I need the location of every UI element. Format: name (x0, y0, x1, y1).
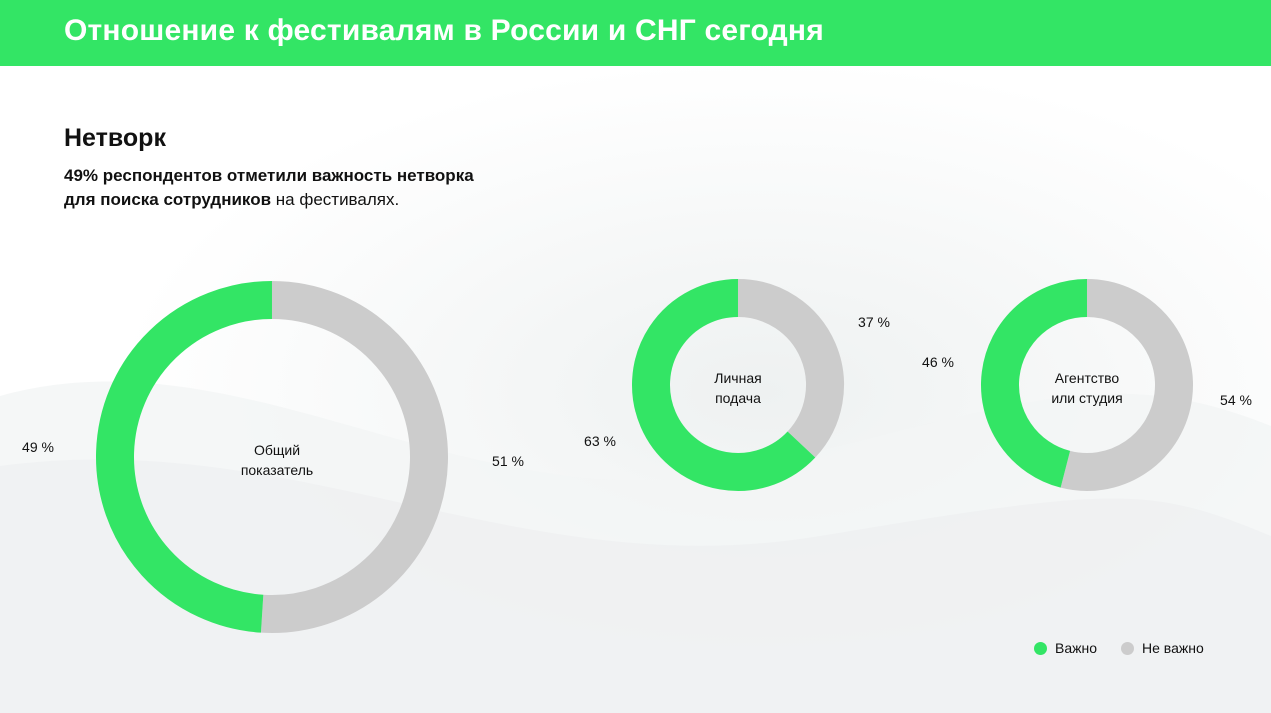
center-label-agency-line1: Агентство (1054, 370, 1120, 386)
donut-personal-slice-important (632, 279, 816, 491)
donut-agency-value-label-important: 46 % (922, 354, 954, 370)
legend-label-not-important: Не важно (1142, 640, 1204, 656)
donut-overall-slice-important (96, 281, 273, 633)
center-label-overall-line1: Общий (253, 442, 301, 458)
center-label-agency-line2: или студия (1051, 390, 1123, 406)
page-title: Отношение к фестивалям в России и СНГ се… (64, 14, 824, 47)
donut-overall-slice-not-important (260, 281, 448, 633)
header-bar: Отношение к фестивалям в России и СНГ се… (0, 0, 1271, 66)
subtitle-bold-2: для поиска сотрудников (64, 190, 272, 209)
legend-item-not-important: Не важно (1121, 640, 1204, 656)
center-label-agency: Агентство или студия (1017, 368, 1157, 408)
donut-personal-slice-not-important (737, 279, 844, 458)
donut-personal-value-label-important: 63 % (584, 433, 616, 449)
donut-agency-slice-not-important (1060, 279, 1193, 491)
legend-swatch-not-important (1121, 641, 1135, 655)
center-label-personal: Личная подача (668, 368, 808, 408)
center-label-overall-line2: показатель (240, 462, 314, 478)
legend-label-important: Важно (1055, 640, 1098, 656)
section-title: Нетворк (64, 124, 166, 152)
section-subtitle: 49% респондентов отметили важность нетво… (64, 164, 584, 212)
subtitle-bold-1: 49% респондентов отметили важность нетво… (64, 166, 474, 185)
donut-agency-slice-important (981, 279, 1088, 488)
subtitle-rest: на фестивалях. (271, 190, 400, 209)
legend-item-important: Важно (1034, 640, 1097, 656)
background-wave (0, 381, 1271, 713)
legend-swatch-important (1034, 641, 1047, 655)
center-label-overall: Общий показатель (207, 440, 347, 480)
donut-personal-value-label-not-important: 37 % (858, 314, 890, 330)
donut-overall-value-label-not-important: 51 % (492, 453, 524, 469)
chart-legend: Важно Не важно (1034, 640, 1228, 656)
donut-overall-value-label-important: 49 % (22, 439, 54, 455)
center-label-personal-line2: подача (715, 390, 761, 406)
center-label-personal-line1: Личная (714, 370, 762, 386)
donut-agency-value-label-not-important: 54 % (1220, 392, 1252, 408)
